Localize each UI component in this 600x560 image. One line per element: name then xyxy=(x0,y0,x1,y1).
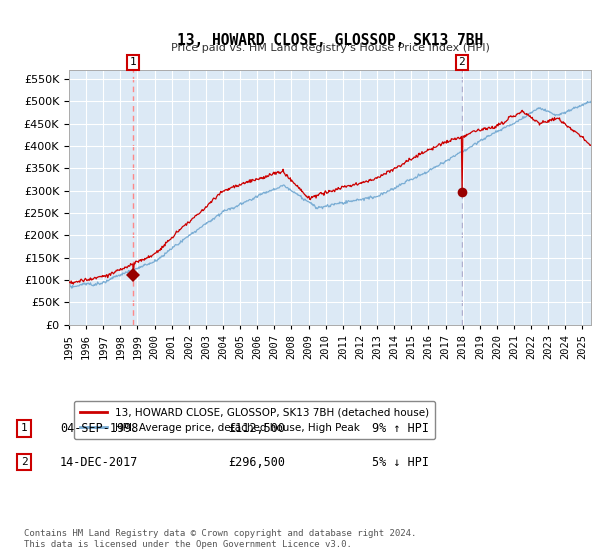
Text: Price paid vs. HM Land Registry's House Price Index (HPI): Price paid vs. HM Land Registry's House … xyxy=(170,44,490,53)
Title: 13, HOWARD CLOSE, GLOSSOP, SK13 7BH: 13, HOWARD CLOSE, GLOSSOP, SK13 7BH xyxy=(177,33,483,48)
Text: £296,500: £296,500 xyxy=(228,455,285,469)
Text: 1: 1 xyxy=(20,423,28,433)
Text: 1: 1 xyxy=(130,58,137,67)
Text: £112,500: £112,500 xyxy=(228,422,285,435)
Text: 5% ↓ HPI: 5% ↓ HPI xyxy=(372,455,429,469)
Text: Contains HM Land Registry data © Crown copyright and database right 2024.
This d: Contains HM Land Registry data © Crown c… xyxy=(24,529,416,549)
Text: 9% ↑ HPI: 9% ↑ HPI xyxy=(372,422,429,435)
Text: 14-DEC-2017: 14-DEC-2017 xyxy=(60,455,139,469)
Text: 2: 2 xyxy=(20,457,28,467)
Text: 04-SEP-1998: 04-SEP-1998 xyxy=(60,422,139,435)
Text: 2: 2 xyxy=(458,58,466,67)
Legend: 13, HOWARD CLOSE, GLOSSOP, SK13 7BH (detached house), HPI: Average price, detach: 13, HOWARD CLOSE, GLOSSOP, SK13 7BH (det… xyxy=(74,402,435,439)
